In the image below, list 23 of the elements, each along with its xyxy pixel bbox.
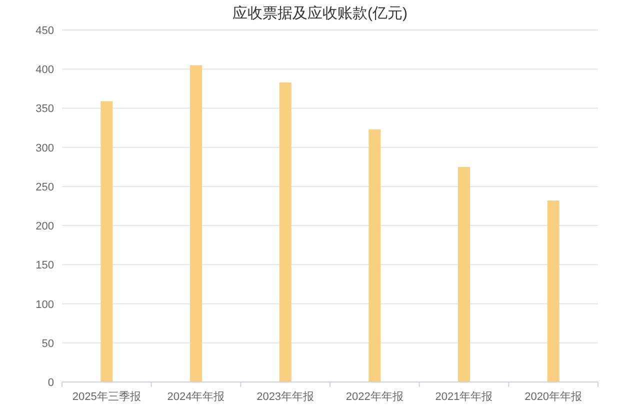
x-tick-label: 2025年三季报 <box>72 390 141 403</box>
x-tick-label: 2023年年报 <box>256 391 314 403</box>
y-tick-label: 450 <box>36 25 54 37</box>
bar <box>279 82 292 382</box>
y-tick-label: 150 <box>36 260 54 272</box>
y-tick-label: 0 <box>48 377 54 389</box>
x-tick-label: 2022年年报 <box>346 391 404 403</box>
y-tick-label: 300 <box>36 142 54 154</box>
bar <box>458 166 470 382</box>
y-tick-label: 200 <box>36 220 54 233</box>
x-tick-label: 2024年年报 <box>167 391 225 403</box>
y-tick-label: 400 <box>36 64 54 76</box>
y-tick-label: 350 <box>36 103 54 116</box>
y-tick-label: 50 <box>42 338 54 350</box>
bar <box>100 101 113 382</box>
chart-title: 应收票据及应收账款(亿元) <box>232 5 408 22</box>
x-tick-label: 2020年年报 <box>524 391 582 403</box>
bar <box>368 129 381 382</box>
bar <box>190 65 202 382</box>
y-tick-label: 100 <box>36 298 54 311</box>
x-tick-label: 2021年年报 <box>435 391 493 403</box>
bar <box>547 200 560 382</box>
y-tick-label: 250 <box>36 181 54 194</box>
